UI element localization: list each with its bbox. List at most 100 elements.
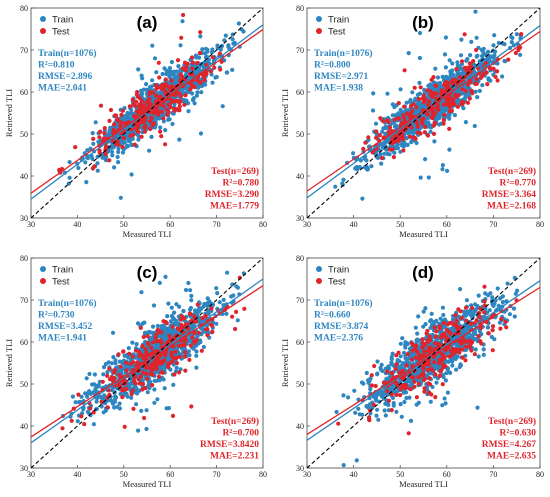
- x-axis-title: Measured TLI: [399, 229, 448, 239]
- train-point: [475, 304, 480, 309]
- test-point: [144, 353, 150, 358]
- test-point: [188, 343, 194, 348]
- x-tick-label: 80: [536, 220, 544, 229]
- train-point: [110, 153, 115, 158]
- train-point: [236, 21, 241, 26]
- train-point: [75, 419, 80, 424]
- test-point: [69, 418, 74, 423]
- train-point: [195, 64, 200, 69]
- train-point: [169, 59, 174, 65]
- train-point: [500, 300, 505, 305]
- test-point: [190, 60, 195, 65]
- train-point: [125, 110, 130, 116]
- train-point: [382, 142, 387, 147]
- test-point: [177, 104, 182, 109]
- test-point: [415, 124, 420, 129]
- train-point: [496, 40, 501, 46]
- train-point: [84, 180, 89, 185]
- train-point: [393, 146, 398, 151]
- test-point: [519, 31, 524, 37]
- test-point: [164, 107, 169, 112]
- train-point: [351, 151, 356, 156]
- test-point: [461, 100, 466, 105]
- train-point: [406, 51, 411, 56]
- test-point: [163, 77, 168, 82]
- test-point: [183, 93, 188, 98]
- x-tick-label: 30: [27, 470, 35, 479]
- test-point: [223, 230, 227, 234]
- train-point: [67, 160, 72, 165]
- train-point: [430, 86, 435, 91]
- test-point: [177, 370, 182, 375]
- train-point: [206, 311, 211, 316]
- x-tick-label: 70: [213, 470, 221, 479]
- test-point: [190, 66, 195, 71]
- train-point: [492, 33, 497, 38]
- test-point: [140, 103, 145, 108]
- legend-train-marker: [40, 266, 46, 272]
- train-point: [199, 84, 204, 89]
- test-point: [172, 108, 177, 113]
- train-point: [371, 91, 376, 96]
- train-stat-text: RMSE=2.896: [38, 72, 92, 82]
- test-point: [402, 115, 407, 120]
- train-point: [112, 165, 117, 170]
- train-point: [230, 282, 235, 287]
- y-tick-label: 40: [296, 172, 304, 181]
- test-point: [473, 81, 478, 86]
- train-point: [144, 87, 149, 92]
- test-point: [133, 126, 138, 131]
- test-point: [242, 306, 247, 311]
- train-point: [171, 72, 176, 77]
- train-point: [163, 328, 168, 333]
- train-point: [199, 306, 204, 311]
- test-point: [138, 120, 143, 125]
- test-point: [218, 67, 223, 72]
- test-point: [446, 95, 451, 100]
- test-point: [407, 134, 413, 139]
- y-tick-label: 60: [296, 338, 304, 347]
- test-point: [455, 104, 460, 109]
- train-point: [189, 293, 194, 298]
- test-point: [149, 345, 154, 350]
- x-tick-label: 40: [73, 220, 81, 229]
- train-point: [177, 137, 182, 142]
- train-point: [163, 364, 168, 369]
- test-point: [91, 410, 96, 415]
- test-point: [199, 348, 204, 353]
- test-point: [182, 77, 187, 82]
- train-point: [91, 141, 96, 146]
- test-point: [209, 306, 214, 311]
- test-point: [182, 354, 187, 359]
- test-point: [139, 353, 144, 358]
- train-point: [375, 359, 380, 364]
- train-point: [464, 298, 469, 303]
- test-point: [60, 426, 65, 431]
- test-point: [387, 125, 393, 130]
- train-point: [109, 149, 115, 154]
- x-tick-label: 40: [73, 470, 81, 479]
- x-tick-label: 70: [489, 220, 497, 229]
- test-point: [460, 87, 465, 92]
- test-point: [131, 406, 136, 411]
- test-point: [462, 65, 467, 70]
- test-point: [396, 101, 401, 106]
- test-point: [156, 374, 162, 379]
- test-point: [189, 83, 195, 88]
- test-point: [377, 133, 382, 138]
- test-point: [152, 361, 157, 366]
- train-point: [423, 322, 428, 327]
- train-point: [203, 51, 208, 56]
- test-point: [516, 47, 521, 53]
- train-point: [454, 367, 459, 372]
- test-point: [165, 112, 170, 117]
- test-point: [168, 104, 173, 109]
- train-point: [92, 390, 97, 395]
- train-point: [220, 104, 225, 109]
- test-point: [121, 349, 126, 354]
- test-stat-text: RMSE=3.364: [482, 190, 536, 200]
- train-point: [174, 365, 179, 370]
- test-point: [183, 68, 188, 73]
- test-point: [412, 135, 417, 140]
